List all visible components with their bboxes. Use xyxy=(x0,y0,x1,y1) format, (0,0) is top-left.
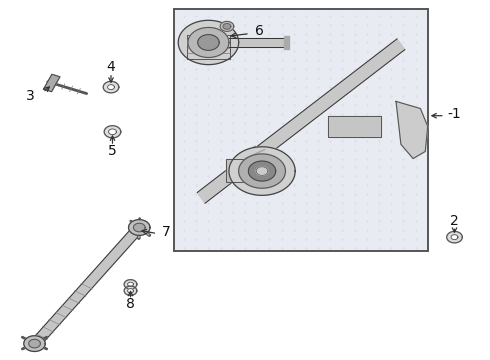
Polygon shape xyxy=(396,102,428,158)
Polygon shape xyxy=(451,235,458,240)
Polygon shape xyxy=(223,23,231,29)
Polygon shape xyxy=(44,74,60,92)
Polygon shape xyxy=(228,38,287,47)
Polygon shape xyxy=(108,85,115,90)
Polygon shape xyxy=(188,27,229,58)
Polygon shape xyxy=(124,286,137,296)
Polygon shape xyxy=(197,39,405,203)
Polygon shape xyxy=(133,223,145,232)
Text: -1: -1 xyxy=(447,107,461,121)
Polygon shape xyxy=(447,231,462,243)
Text: 6: 6 xyxy=(255,24,264,38)
Polygon shape xyxy=(127,282,133,287)
Polygon shape xyxy=(124,280,137,289)
Polygon shape xyxy=(284,36,289,49)
Text: 5: 5 xyxy=(108,144,117,158)
Polygon shape xyxy=(127,289,133,293)
Bar xyxy=(174,9,428,251)
Polygon shape xyxy=(256,167,268,175)
Polygon shape xyxy=(103,81,119,93)
Polygon shape xyxy=(28,224,145,348)
Polygon shape xyxy=(178,20,239,64)
Polygon shape xyxy=(328,116,381,137)
Polygon shape xyxy=(229,147,295,195)
Text: 3: 3 xyxy=(26,89,35,103)
Text: 7: 7 xyxy=(162,225,171,239)
Text: 8: 8 xyxy=(126,297,135,311)
Polygon shape xyxy=(128,220,150,235)
Polygon shape xyxy=(220,21,234,31)
Text: 4: 4 xyxy=(107,60,115,75)
Polygon shape xyxy=(248,161,276,181)
Bar xyxy=(187,35,230,59)
Polygon shape xyxy=(104,126,121,138)
Bar xyxy=(225,158,274,182)
Bar xyxy=(187,35,230,59)
Polygon shape xyxy=(24,336,45,351)
Bar xyxy=(225,158,274,182)
Polygon shape xyxy=(239,154,286,188)
Polygon shape xyxy=(29,339,40,348)
Polygon shape xyxy=(109,129,116,135)
Polygon shape xyxy=(198,35,219,50)
Text: 2: 2 xyxy=(450,214,459,228)
